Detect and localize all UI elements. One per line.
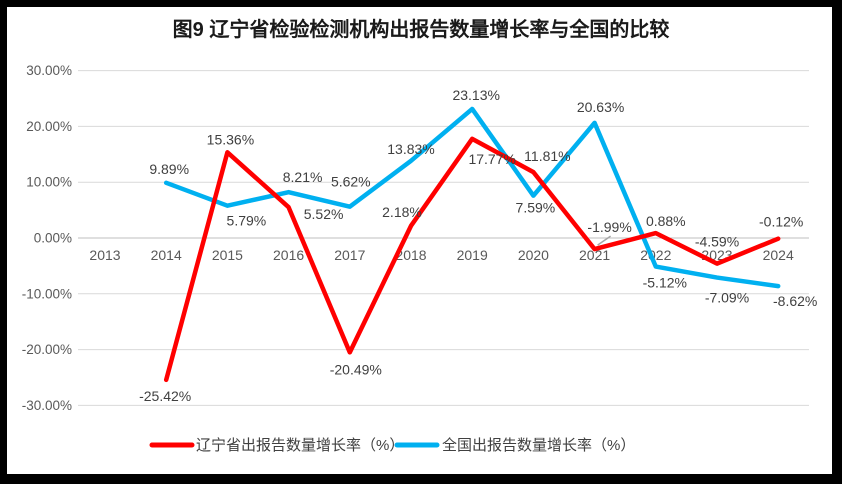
data-label: 2.18% xyxy=(382,204,422,220)
data-label: 11.81% xyxy=(524,148,570,164)
data-label: -0.12% xyxy=(759,214,803,230)
y-tick-label: 10.00% xyxy=(26,175,72,190)
data-label: 5.62% xyxy=(331,174,371,190)
legend-label-liaoning: 辽宁省出报告数量增长率（%） xyxy=(196,437,404,454)
data-labels: -25.42% 15.36% 5.52% -20.49% 2.18% 17.77% 11.8… xyxy=(139,87,817,404)
x-tick-label: 2022 xyxy=(640,247,671,263)
data-label: -8.62% xyxy=(773,293,817,309)
x-tick-label: 2015 xyxy=(212,247,243,263)
x-tick-label: 2019 xyxy=(457,247,488,263)
y-tick-label: 0.00% xyxy=(34,231,72,246)
x-tick-label: 2013 xyxy=(89,247,120,263)
data-label: 13.83% xyxy=(387,141,434,157)
label-leader-lines xyxy=(597,235,612,246)
data-label: -5.12% xyxy=(643,275,687,291)
data-label: 17.77% xyxy=(468,151,515,167)
x-tick-label: 2024 xyxy=(763,247,794,263)
x-axis-labels: 2013 2014 2015 2016 2017 2018 2019 2020 2021 2022… xyxy=(89,247,794,263)
x-tick-label: 2017 xyxy=(334,247,365,263)
data-label: 15.36% xyxy=(207,131,254,147)
data-label: -4.59% xyxy=(695,234,739,250)
y-tick-label: 20.00% xyxy=(26,119,72,134)
data-label: -25.42% xyxy=(139,388,191,404)
x-tick-label: 2014 xyxy=(151,247,182,263)
data-label: 0.88% xyxy=(646,213,686,229)
y-tick-label: 30.00% xyxy=(26,63,72,78)
data-label: 23.13% xyxy=(452,87,499,103)
chart-title: 图9 辽宁省检验检测机构出报告数量增长率与全国的比较 xyxy=(173,17,670,41)
data-label: 8.21% xyxy=(283,169,323,185)
leader-line xyxy=(597,235,612,246)
series-line-0 xyxy=(163,136,781,383)
data-label: -1.99% xyxy=(587,219,631,235)
data-label: 9.89% xyxy=(149,161,189,177)
data-label: 7.59% xyxy=(516,200,556,216)
x-tick-label: 2018 xyxy=(395,247,426,263)
legend-label-national: 全国出报告数量增长率（%） xyxy=(442,436,635,454)
chart-background xyxy=(7,7,832,474)
data-label: 5.52% xyxy=(304,206,344,222)
y-tick-label: -20.00% xyxy=(22,342,72,357)
data-label: -7.09% xyxy=(705,290,749,306)
y-tick-label: -30.00% xyxy=(22,398,72,413)
x-tick-label: 2021 xyxy=(579,247,610,263)
y-tick-label: -10.00% xyxy=(22,286,72,301)
x-tick-label: 2016 xyxy=(273,247,304,263)
data-label: 20.63% xyxy=(577,99,624,115)
series-lines xyxy=(163,106,781,383)
data-label: 5.79% xyxy=(227,213,267,229)
series-line-1 xyxy=(163,106,781,289)
data-label: -20.49% xyxy=(330,361,382,377)
y-axis-labels: 30.00% 20.00% 10.00% 0.00% -10.00% -20.00% -30… xyxy=(22,63,72,413)
legend: 辽宁省出报告数量增长率（%） 全国出报告数量增长率（%） xyxy=(149,436,635,454)
x-tick-label: 2020 xyxy=(518,247,549,263)
